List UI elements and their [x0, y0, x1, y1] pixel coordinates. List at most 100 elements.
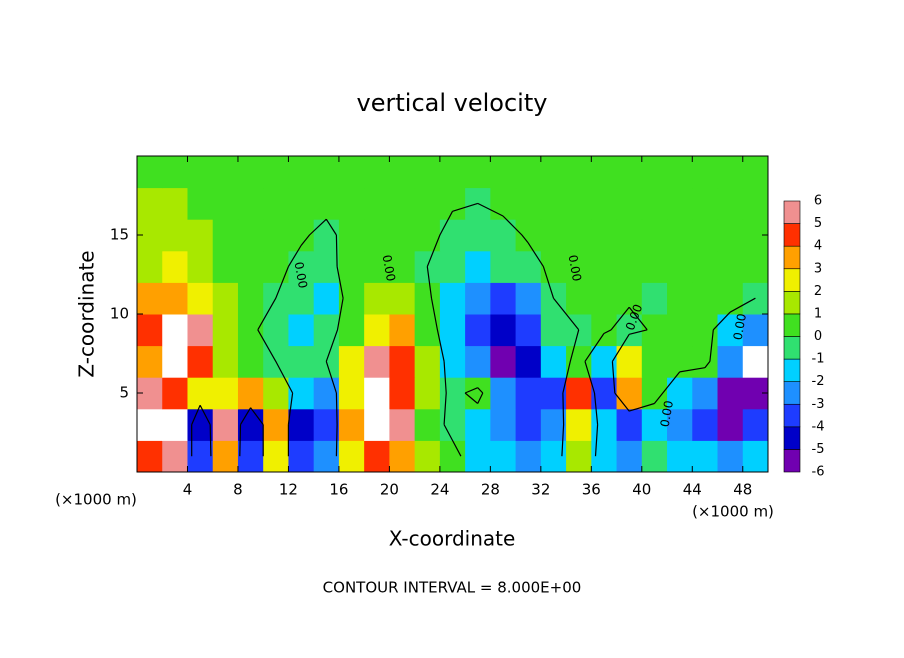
heat-cell [591, 440, 618, 473]
heat-cell [717, 219, 744, 252]
heat-cell [212, 250, 239, 283]
heat-cell [515, 282, 542, 315]
heat-cell [742, 408, 769, 441]
heat-cell [540, 345, 567, 378]
heat-cell [364, 314, 390, 347]
heat-cell [137, 282, 163, 315]
heat-cell [313, 156, 340, 189]
x-tick-label: 44 [683, 481, 702, 499]
colorbar-bin [783, 403, 801, 428]
heat-cell [364, 187, 390, 220]
heat-cell [389, 187, 416, 220]
heat-cell [616, 408, 643, 441]
heat-cell [692, 377, 719, 410]
heat-cell [338, 314, 365, 347]
heat-cell [717, 377, 744, 410]
heat-cell [667, 408, 693, 441]
heat-cell [566, 282, 592, 315]
heat-cell [212, 440, 239, 473]
colorbar-label: -1 [812, 352, 825, 367]
colorbar-bin [783, 291, 801, 315]
heat-cell [338, 156, 365, 189]
heat-cell [641, 282, 668, 315]
heat-cell [364, 408, 390, 441]
heat-cell [439, 187, 466, 220]
heat-cell [540, 377, 567, 410]
heat-cell [389, 219, 416, 252]
heat-cell [439, 250, 466, 283]
heat-cell [237, 377, 264, 410]
colorbar-label: 1 [814, 306, 822, 321]
heat-cell [313, 250, 340, 283]
heat-cell [566, 250, 592, 283]
heat-cell [566, 219, 592, 252]
heat-cell [338, 377, 365, 410]
heat-cell [338, 219, 365, 252]
heat-cell [641, 408, 668, 441]
heat-cell [692, 440, 719, 473]
heat-cell [566, 156, 592, 189]
heat-cell [616, 440, 643, 473]
x-unit-label: (×1000 m) [55, 491, 137, 509]
heat-cell [237, 440, 264, 473]
heat-cell [263, 408, 289, 441]
heat-cell [137, 345, 163, 378]
heat-cell [389, 377, 416, 410]
heat-cell [414, 187, 441, 220]
heat-cell [591, 314, 618, 347]
heat-cell [667, 282, 693, 315]
heat-cell [313, 187, 340, 220]
heat-cell [465, 440, 491, 473]
heat-cell [237, 156, 264, 189]
heat-cell [137, 250, 163, 283]
heat-cell [439, 156, 466, 189]
heat-cell [263, 440, 289, 473]
heat-cell [338, 250, 365, 283]
x-tick-label: 8 [233, 481, 243, 499]
heat-cell [641, 187, 668, 220]
contour-line [191, 202, 756, 457]
footer: CONTOUR INTERVAL = 8.000E+00 [323, 579, 582, 597]
heat-cell [667, 250, 693, 283]
colorbar-bin [783, 426, 801, 450]
heat-cell [212, 219, 239, 252]
heat-cell [288, 314, 315, 347]
heat-cell [288, 282, 315, 315]
heat-cell [414, 408, 441, 441]
heat-cell [692, 282, 719, 315]
heat-cell [641, 250, 668, 283]
heat-cell [616, 377, 643, 410]
heat-cell [263, 156, 289, 189]
contour-label: 0.00 [380, 254, 398, 283]
heat-cell [237, 187, 264, 220]
field [137, 156, 769, 473]
heat-cell [414, 377, 441, 410]
y-tick-label: 15 [110, 226, 129, 244]
heat-cell [667, 440, 693, 473]
heat-cell [439, 377, 466, 410]
heat-cell [465, 377, 491, 410]
heat-cell [162, 219, 188, 252]
heat-cell [540, 187, 567, 220]
heat-cell [212, 187, 239, 220]
heat-cell [667, 219, 693, 252]
heat-cell [414, 219, 441, 252]
heat-cell [212, 156, 239, 189]
heat-cell [742, 156, 769, 189]
heat-cell [515, 408, 542, 441]
heat-cell [742, 345, 769, 378]
heat-cell [389, 345, 416, 378]
heat-cell [566, 408, 592, 441]
heat-cell [313, 314, 340, 347]
x-tick-label: 4 [183, 481, 193, 499]
heat-cell [187, 219, 214, 252]
colorbar-label: 0 [814, 329, 822, 344]
colorbar-label: -5 [812, 442, 825, 457]
heat-cell [162, 156, 188, 189]
heat-cell [515, 377, 542, 410]
x-tick-label: 24 [430, 481, 449, 499]
heat-cell [288, 156, 315, 189]
heat-cell [389, 314, 416, 347]
heat-cell [313, 282, 340, 315]
